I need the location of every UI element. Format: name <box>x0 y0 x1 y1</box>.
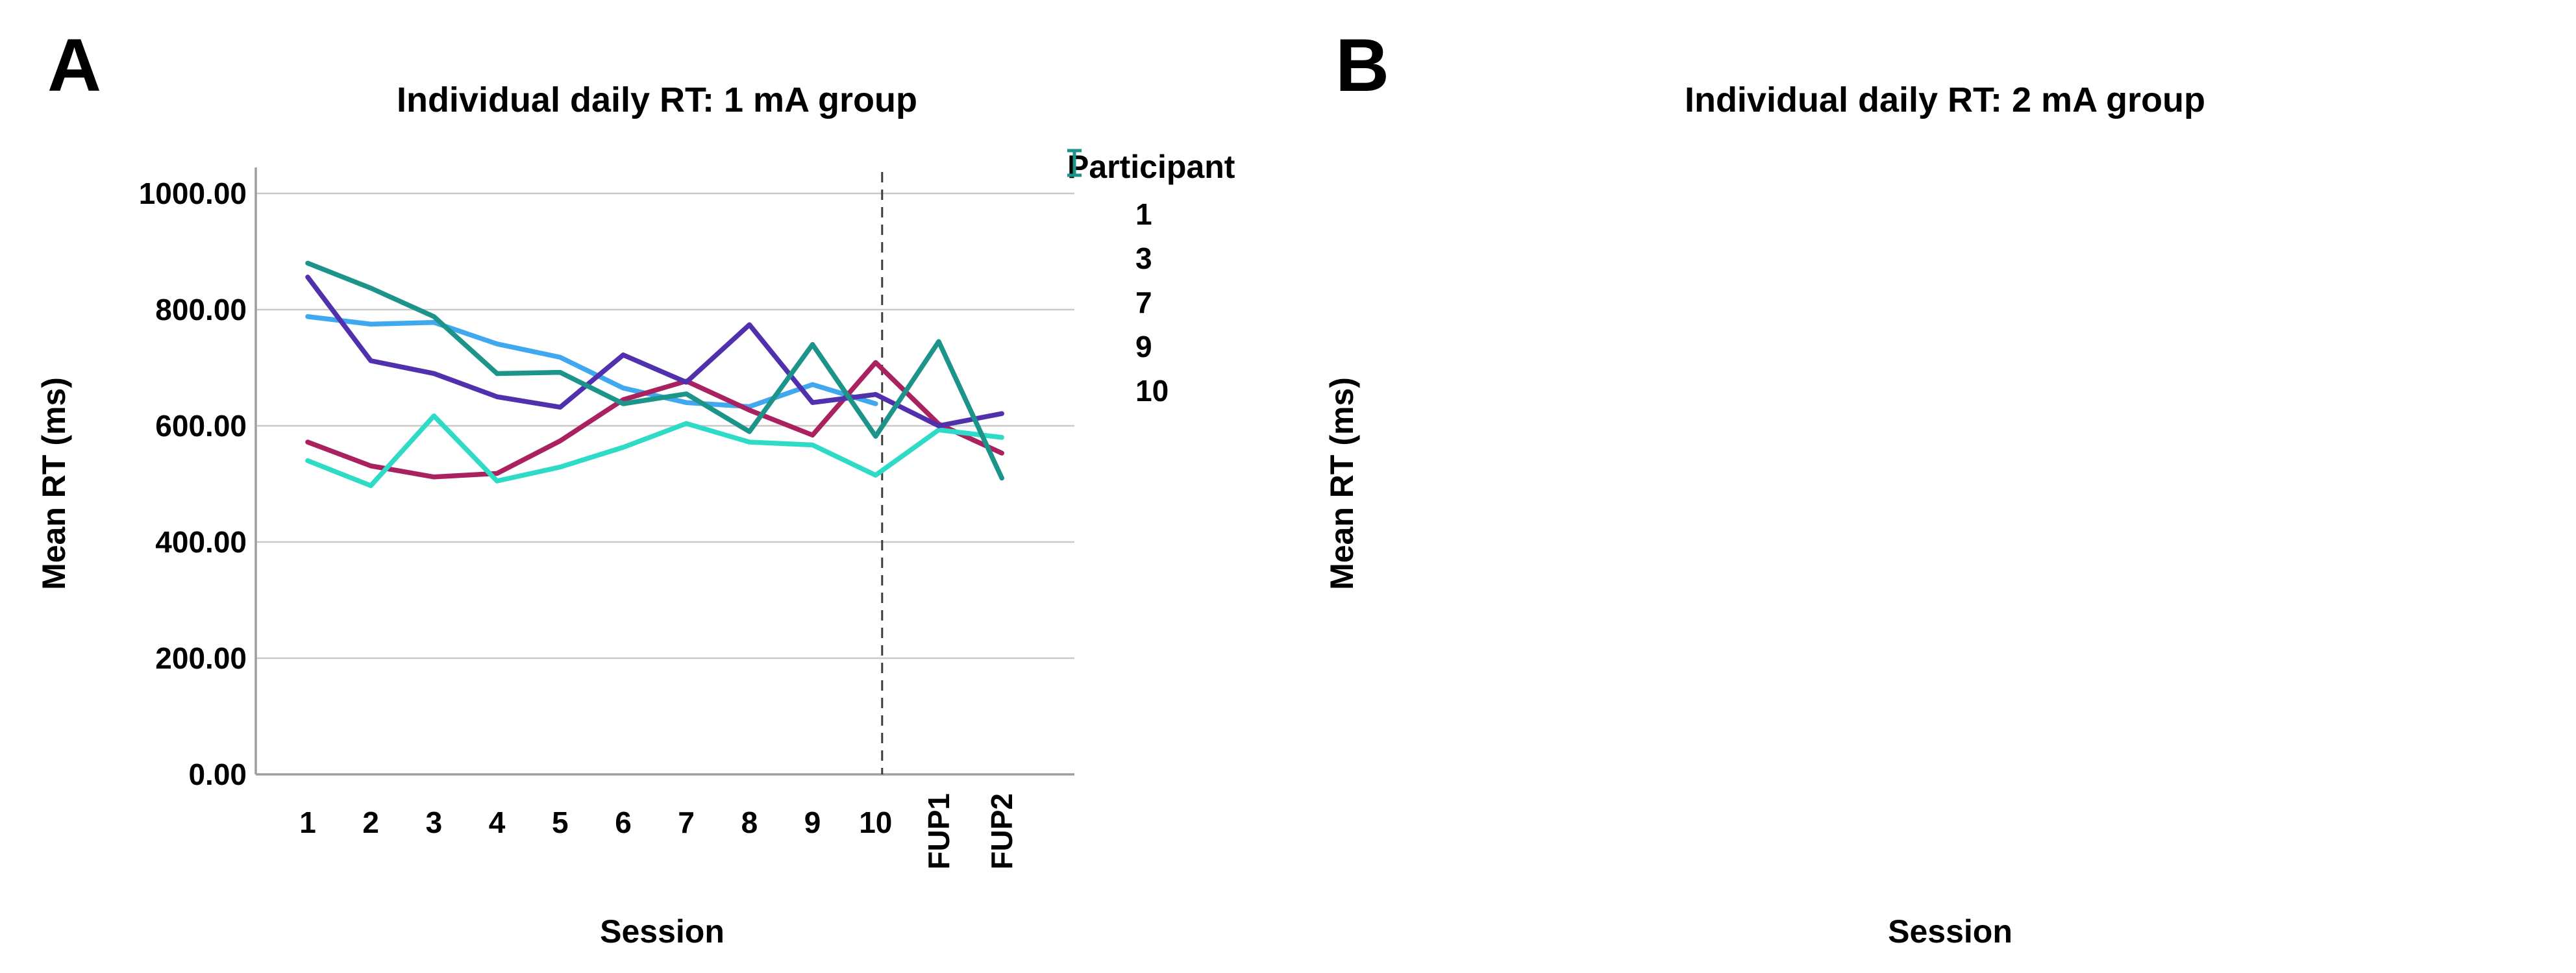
x-tick-label-10: 10 <box>859 806 892 839</box>
x-tick-label-6: 6 <box>615 806 632 839</box>
y-tick-label-400.00: 400.00 <box>155 525 247 559</box>
x-tick-label-FUP2: FUP2 <box>985 793 1019 870</box>
chart-a-tick-labels: 0.00 200.00 400.00 600.00 800.00 1000.00 1 2 3 4 5… <box>139 177 1019 870</box>
x-tick-label-1: 1 <box>299 806 316 839</box>
legend-item-participant-10: 10 <box>1067 149 1285 408</box>
y-tick-label-600.00: 600.00 <box>155 409 247 443</box>
x-tick-label-3: 3 <box>426 806 443 839</box>
x-tick-label-9: 9 <box>804 806 821 839</box>
chart-a-gridlines <box>256 192 1074 659</box>
y-tick-label-800.00: 800.00 <box>155 293 247 326</box>
chart-a-legend: Participant 1 3 7 9 10 <box>1065 148 1285 406</box>
chart-b-plot: B Individual daily RT: 2 mA group Mean R… <box>1324 24 2205 950</box>
legend-item-participant-9: 9 <box>1067 149 1285 363</box>
x-tick-label-2: 2 <box>362 806 379 839</box>
panel-a: A Individual daily RT: 1 mA group Mean R… <box>36 24 1285 950</box>
x-tick-label-4: 4 <box>489 806 506 839</box>
chart-a-y-axis-title: Mean RT (ms) <box>36 377 72 590</box>
panel-b: B Individual daily RT: 2 mA group Mean R… <box>1288 0 2576 973</box>
legend-label: 1 <box>1135 197 1152 231</box>
legend-label: 7 <box>1135 286 1152 319</box>
panel-b-letter: B <box>1335 24 1389 107</box>
data-line-participant-10 <box>305 260 1004 481</box>
panel-a-letter: A <box>47 24 101 107</box>
data-line-participant-1 <box>305 314 878 410</box>
x-tick-label-FUP1: FUP1 <box>922 793 956 870</box>
y-tick-label-1000.00: 1000.00 <box>139 177 247 210</box>
chart-a-title: Individual daily RT: 1 mA group <box>397 80 917 119</box>
data-line-participant-9 <box>305 275 1004 428</box>
legend-item-participant-1: 1 <box>1067 149 1285 231</box>
y-tick-label-0.00: 0.00 <box>188 757 247 791</box>
chart-a-legend-items: 1 3 7 9 10 <box>1065 149 1285 408</box>
chart-b-x-axis-title: Session <box>1888 913 2012 950</box>
chart-a-x-axis-title: Session <box>600 913 724 950</box>
y-tick-label-200.00: 200.00 <box>155 641 247 675</box>
chart-a-plot: A Individual daily RT: 1 mA group Mean R… <box>36 24 1074 950</box>
legend-label: 3 <box>1135 241 1152 275</box>
chart-a-legend-title: Participant <box>1067 149 1235 185</box>
x-tick-label-8: 8 <box>741 806 758 839</box>
x-tick-label-7: 7 <box>678 806 695 839</box>
data-line-participant-7 <box>305 413 1004 488</box>
legend-label: 9 <box>1135 330 1152 363</box>
chart-b-title: Individual daily RT: 2 mA group <box>1685 80 2205 119</box>
error-bar-icon <box>1067 149 1082 177</box>
legend-label: 10 <box>1135 374 1169 408</box>
x-tick-label-5: 5 <box>552 806 569 839</box>
legend-item-participant-3: 3 <box>1067 149 1285 275</box>
chart-b-y-axis-title: Mean RT (ms) <box>1324 377 1360 590</box>
chart-a-axes <box>254 167 1074 776</box>
data-line-participant-3 <box>305 360 1004 480</box>
legend-item-participant-7: 7 <box>1067 149 1285 319</box>
chart-a-series <box>305 260 1004 488</box>
